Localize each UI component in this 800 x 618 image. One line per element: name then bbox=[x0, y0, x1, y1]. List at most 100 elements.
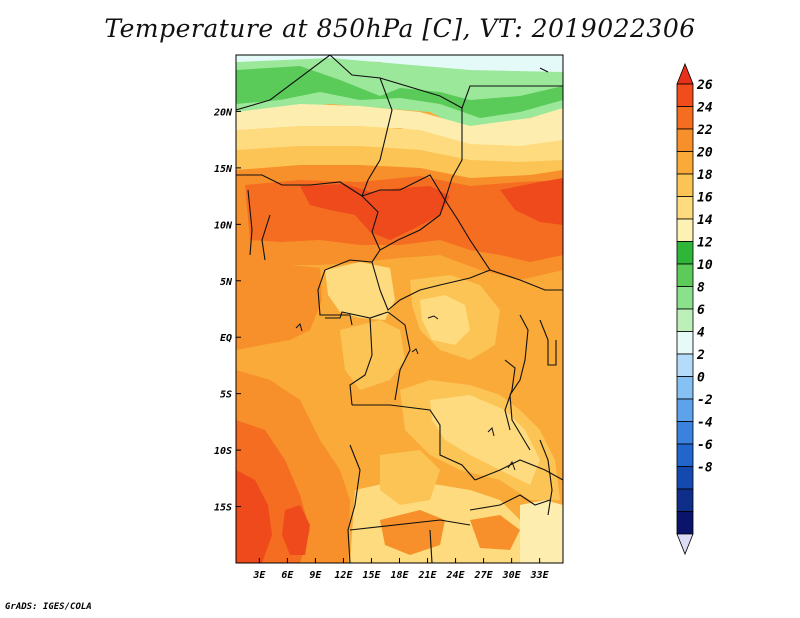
temperature-region bbox=[282, 505, 310, 555]
border-line bbox=[349, 317, 373, 406]
temperature-region bbox=[236, 146, 563, 185]
colorbar-label: -8 bbox=[697, 461, 713, 476]
temperature-region bbox=[380, 450, 440, 505]
lake-outline bbox=[295, 323, 303, 332]
lat-label: 15N bbox=[214, 164, 233, 175]
temperature-region bbox=[520, 500, 563, 563]
colorbar-swatch bbox=[676, 466, 694, 490]
country-borders bbox=[236, 55, 563, 563]
border-line bbox=[236, 55, 331, 111]
border-line bbox=[539, 67, 549, 73]
colorbar-label: -4 bbox=[697, 416, 713, 431]
temperature-region bbox=[325, 262, 395, 320]
temperature-region bbox=[470, 515, 520, 550]
lat-label: 10N bbox=[214, 220, 233, 231]
colorbar-swatch bbox=[676, 376, 694, 400]
colorbar-label: 12 bbox=[697, 236, 713, 251]
lat-label: 10S bbox=[214, 446, 232, 457]
temperature-region bbox=[236, 262, 322, 350]
credit-text: GrADS: IGES/COLA bbox=[5, 602, 92, 612]
latitude-axis: 20N 15N 10N 5N EQ 5S 10S 15S bbox=[213, 107, 241, 514]
border-line bbox=[379, 77, 463, 201]
longitude-axis: 3E 6E 9E 12E 15E 18E 21E 24E 27E 30E 33E bbox=[252, 558, 550, 581]
lon-label: 30E bbox=[502, 570, 522, 581]
temperature-region bbox=[420, 295, 470, 345]
lakes bbox=[295, 315, 516, 471]
border-line bbox=[474, 459, 563, 481]
colorbar-swatch bbox=[676, 196, 694, 220]
temperature-region bbox=[236, 126, 563, 170]
lon-label: 27E bbox=[474, 570, 494, 581]
colorbar-swatch bbox=[676, 353, 694, 377]
temperature-region bbox=[236, 66, 563, 118]
border-line bbox=[261, 214, 271, 261]
colorbar-label: 10 bbox=[697, 258, 713, 273]
colorbar-swatch bbox=[676, 218, 694, 242]
border-line bbox=[329, 55, 393, 197]
lat-label: 5N bbox=[220, 277, 233, 288]
lake-outline bbox=[427, 315, 439, 320]
colorbar-swatch bbox=[676, 488, 694, 512]
lon-label: 12E bbox=[334, 570, 353, 581]
colorbar-label: 26 bbox=[696, 78, 713, 93]
border-line bbox=[539, 319, 557, 366]
colorbar-label: 20 bbox=[696, 146, 713, 161]
colorbar-label: -6 bbox=[697, 438, 713, 453]
border-line bbox=[361, 195, 446, 251]
lon-label: 3E bbox=[252, 570, 266, 581]
temperature-region bbox=[236, 470, 272, 563]
colorbar-swatch bbox=[676, 308, 694, 332]
colorbar-swatch bbox=[676, 241, 694, 265]
colorbar-swatch bbox=[676, 83, 694, 107]
colorbar-bottom-arrow bbox=[676, 533, 694, 556]
lon-label: 18E bbox=[390, 570, 409, 581]
colorbar-label: -2 bbox=[697, 393, 713, 408]
border-line bbox=[317, 249, 381, 326]
lake-outline bbox=[487, 427, 495, 437]
colorbar-label: 16 bbox=[697, 191, 713, 206]
lon-label: 21E bbox=[417, 570, 437, 581]
colorbar-swatch bbox=[676, 263, 694, 287]
border-line bbox=[325, 311, 389, 319]
border-line bbox=[352, 404, 476, 481]
lon-label: 6E bbox=[281, 570, 294, 581]
temperature-region bbox=[236, 104, 563, 150]
lat-label: 20N bbox=[213, 107, 233, 118]
border-line bbox=[469, 494, 551, 511]
chart-title: Temperature at 850hPa [C], VT: 201902230… bbox=[104, 14, 696, 43]
border-line bbox=[504, 359, 516, 431]
lat-label: EQ bbox=[220, 333, 232, 344]
colorbar-swatch bbox=[676, 443, 694, 467]
lake-outline bbox=[411, 348, 419, 355]
border-line bbox=[236, 174, 446, 201]
colorbar-label: 2 bbox=[696, 348, 705, 363]
colorbar-label: 6 bbox=[697, 303, 705, 318]
border-line bbox=[371, 261, 491, 311]
border-line bbox=[349, 519, 471, 531]
colorbar-swatch bbox=[676, 511, 694, 535]
colorbar-swatch bbox=[676, 286, 694, 310]
border-line bbox=[539, 439, 553, 516]
border-line bbox=[247, 189, 253, 256]
colorbar-label: 18 bbox=[697, 168, 713, 183]
colorbar-swatch bbox=[676, 331, 694, 355]
lon-label: 24E bbox=[446, 570, 466, 581]
lat-label: 5S bbox=[220, 390, 232, 401]
border-line bbox=[461, 85, 563, 109]
lon-label: 9E bbox=[309, 570, 322, 581]
border-line bbox=[509, 314, 531, 451]
colorbar-swatch bbox=[676, 398, 694, 422]
colorbar-swatch bbox=[676, 151, 694, 175]
lon-label: 15E bbox=[362, 570, 381, 581]
colorbar-top-arrow bbox=[676, 62, 694, 85]
temperature-region bbox=[300, 184, 450, 240]
colorbar-label: 8 bbox=[697, 281, 705, 296]
lat-label: 15S bbox=[214, 503, 232, 514]
colorbar-swatch bbox=[676, 106, 694, 130]
lake-outline bbox=[507, 460, 516, 471]
border-line bbox=[429, 529, 433, 563]
colorbar-label: 0 bbox=[697, 371, 705, 386]
colorbar-swatch bbox=[676, 173, 694, 197]
colorbar-label: 14 bbox=[697, 213, 713, 228]
